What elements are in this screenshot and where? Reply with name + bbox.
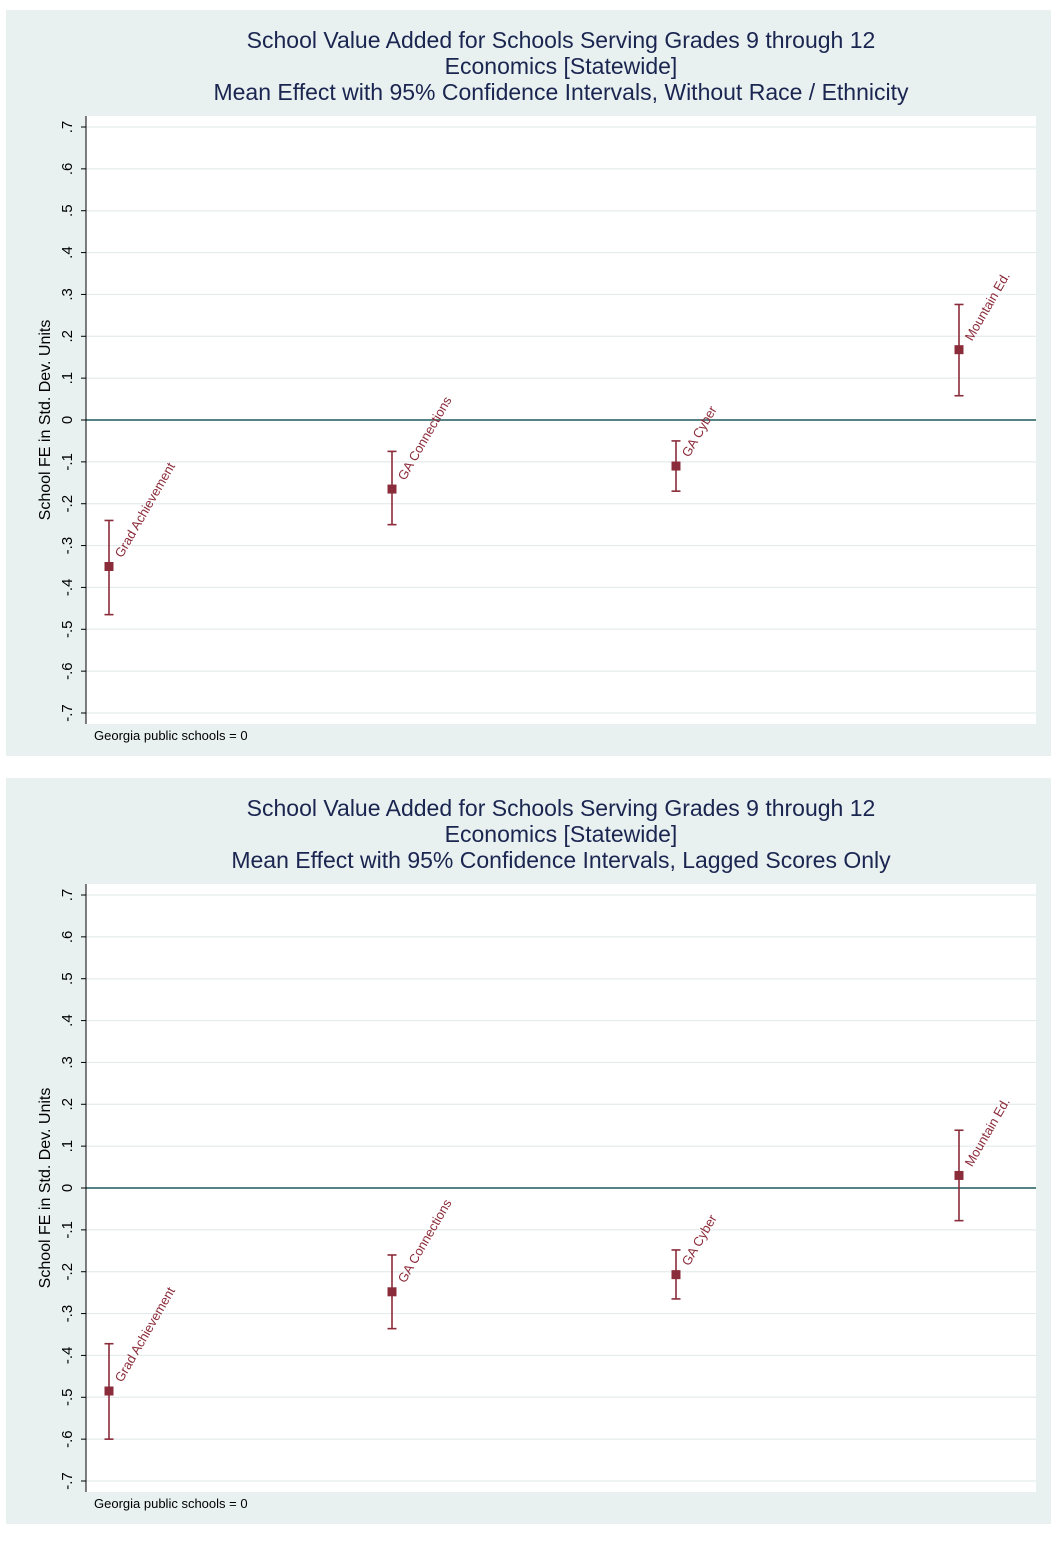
y-tick-label: -.7 [59, 1472, 76, 1490]
chart-title-line: Mean Effect with 95% Confidence Interval… [231, 847, 891, 873]
y-tick-label: -.1 [59, 453, 76, 471]
chart-panel-1: .7 .6 .5 .4 .3 .2 .1 0 -.1 -.2 -.3 -.4 -.5 -.6 -.7 Scho… [6, 10, 1051, 756]
chart-note: Georgia public schools = 0 [94, 728, 248, 743]
y-tick-label: 0 [59, 1184, 76, 1192]
point-marker [954, 1170, 964, 1180]
y-tick-label: -.4 [59, 579, 76, 597]
y-tick-label: .5 [59, 204, 76, 217]
point-marker [104, 562, 114, 571]
point-marker [387, 1287, 397, 1297]
point-marker [671, 1270, 681, 1280]
point-marker [387, 484, 397, 494]
point-marker [671, 461, 681, 471]
y-tick-label: .1 [59, 372, 76, 385]
y-axis-title: School FE in Std. Dev. Units [37, 320, 54, 521]
y-tick-label: -.5 [59, 621, 76, 639]
y-tick-label: -.3 [59, 1305, 76, 1323]
y-tick-label: -.1 [59, 1221, 76, 1239]
y-tick-label: .6 [59, 163, 76, 176]
y-tick-label: -.4 [59, 1347, 76, 1365]
chart-2-svg: .7 .6 .5 .4 .3 .2 .1 0 -.1 -.2 -.3 -.4 -.5 -.6 -.7 Scho… [37, 795, 1036, 1511]
y-tick-label: .3 [59, 288, 76, 301]
y-tick-label: .6 [59, 931, 76, 944]
y-tick-label: .7 [59, 121, 76, 134]
y-tick-label: .1 [59, 1140, 76, 1153]
y-tick-label: -.7 [59, 704, 76, 722]
y-tick-label: -.6 [59, 1430, 76, 1448]
y-tick-label: .4 [59, 246, 76, 259]
point-marker [954, 345, 964, 355]
chart-title-line: Economics [Statewide] [445, 53, 678, 79]
y-tick-label: .3 [59, 1056, 76, 1069]
y-tick-label: .4 [59, 1014, 76, 1027]
chart-title-line: Economics [Statewide] [445, 821, 678, 847]
y-tick-label: -.5 [59, 1389, 76, 1407]
y-tick-label: .2 [59, 1098, 76, 1111]
y-tick-label: 0 [59, 416, 76, 424]
point-marker [104, 1386, 114, 1396]
y-tick-label: -.3 [59, 537, 76, 555]
y-tick-label: -.2 [59, 1263, 76, 1281]
chart-title-line: School Value Added for Schools Serving G… [247, 27, 876, 53]
chart-title-line: Mean Effect with 95% Confidence Interval… [213, 79, 909, 105]
y-tick-label: .5 [59, 972, 76, 985]
y-tick-label: -.6 [59, 662, 76, 680]
y-tick-label: -.2 [59, 495, 76, 513]
y-axis-title: School FE in Std. Dev. Units [37, 1088, 54, 1289]
chart-note: Georgia public schools = 0 [94, 1496, 248, 1511]
y-tick-label: .2 [59, 330, 76, 343]
chart-panel-2: .7 .6 .5 .4 .3 .2 .1 0 -.1 -.2 -.3 -.4 -.5 -.6 -.7 Scho… [6, 778, 1051, 1524]
y-tick-label: .7 [59, 889, 76, 902]
chart-1-svg: .7 .6 .5 .4 .3 .2 .1 0 -.1 -.2 -.3 -.4 -.5 -.6 -.7 Scho… [37, 27, 1036, 743]
chart-title-line: School Value Added for Schools Serving G… [247, 795, 876, 821]
